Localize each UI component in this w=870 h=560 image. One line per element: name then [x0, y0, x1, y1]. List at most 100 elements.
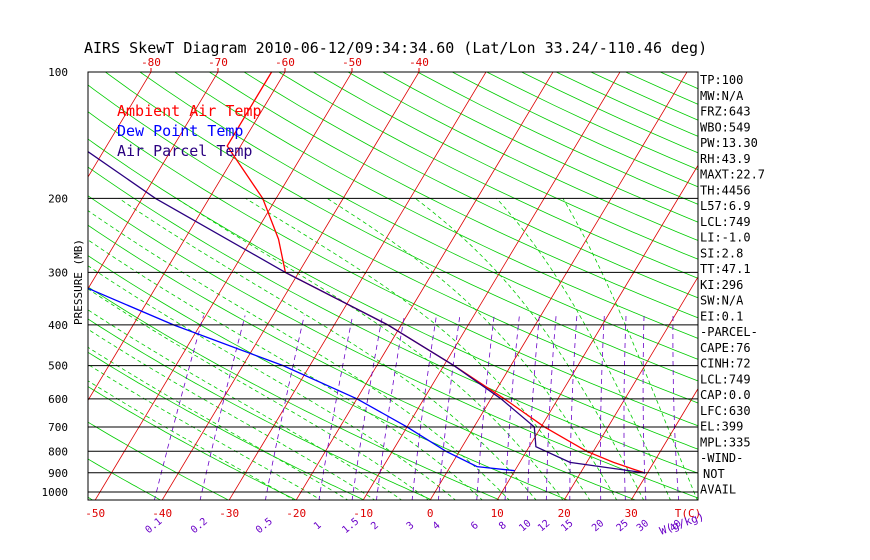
dry-adiabat-line	[173, 72, 698, 339]
moist-adiabat-line	[88, 328, 376, 500]
moist-adiabat-line	[88, 363, 322, 500]
dry-adiabat-line	[88, 224, 637, 500]
mixing-ratio-tick-label: 1	[312, 520, 324, 532]
dry-adiabat-line	[88, 166, 698, 474]
moist-adiabat-line	[415, 198, 645, 500]
isotherm-line	[295, 72, 554, 500]
pressure-tick-label: 900	[48, 467, 68, 480]
sounding-index: SI:2.8	[700, 246, 743, 260]
pressure-tick-label: 600	[48, 393, 68, 406]
mixing-ratio-line	[351, 315, 383, 500]
bottom-temp-tick-label: -40	[152, 507, 172, 520]
sounding-index: MW:N/A	[700, 89, 744, 103]
mixing-ratio-line	[569, 315, 578, 500]
bottom-temp-tick-label: 0	[427, 507, 434, 520]
sounding-index: TT:47.1	[700, 262, 751, 276]
bottom-temp-tick-label: -50	[85, 507, 105, 520]
moist-adiabat-line	[496, 198, 671, 500]
dry-adiabat-line	[88, 138, 698, 450]
dry-adiabat-line	[88, 111, 698, 427]
isotherm-line	[161, 72, 420, 500]
bottom-temp-unit: T(C)	[675, 507, 702, 520]
isotherm-line	[765, 53, 870, 501]
mixing-ratio-line	[438, 315, 461, 500]
mixing-ratio-tick-label: 0.5	[254, 516, 275, 536]
isotherm-line	[362, 72, 621, 500]
isotherm-line	[496, 164, 698, 500]
top-temp-tick-label: -40	[409, 56, 429, 69]
mixing-ratio-line	[600, 315, 605, 500]
y-axis-label: PRESSURE (MB)	[72, 239, 85, 325]
sounding-index: TH:4456	[700, 183, 751, 197]
mixing-ratio-line	[527, 315, 540, 500]
sounding-index: LFC:630	[700, 404, 751, 418]
sounding-index: FRZ:643	[700, 105, 751, 119]
moist-adiabat-line	[88, 380, 295, 500]
sounding-index: CINH:72	[700, 357, 751, 371]
dry-adiabat-line	[0, 53, 26, 501]
isotherm-line	[832, 53, 870, 501]
moist-adiabat-line	[118, 198, 537, 500]
mixing-ratio-tick-label: 8	[497, 520, 509, 532]
mixing-ratio-line	[504, 315, 520, 500]
mixing-ratio-line	[411, 315, 437, 500]
sounding-index: L57:6.9	[700, 199, 751, 213]
sounding-index: WBO:549	[700, 120, 751, 134]
sounding-index: PW:13.30	[700, 136, 758, 150]
sounding-index: LCL:749	[700, 215, 751, 229]
pressure-tick-label: 700	[48, 421, 68, 434]
mixing-ratio-line	[376, 315, 405, 500]
pressure-tick-label: 100	[48, 66, 68, 79]
legend-entry: Ambient Air Temp	[117, 102, 262, 120]
mixing-ratio-line	[476, 315, 495, 500]
moist-adiabat-line	[88, 288, 430, 500]
mixing-ratio-tick-label: 0.2	[189, 516, 210, 536]
plot-area	[0, 53, 870, 501]
pressure-tick-label: 200	[48, 192, 68, 205]
sounding-index: RH:43.9	[700, 152, 751, 166]
dry-adiabat-line	[88, 421, 230, 500]
isotherm-line	[94, 72, 353, 500]
moist-adiabat-line	[326, 198, 618, 500]
isotherm-line	[429, 72, 688, 500]
isotherm-line	[630, 387, 698, 500]
bottom-temp-tick-label: -10	[353, 507, 373, 520]
isotherm-line	[228, 72, 487, 500]
sounding-index: LCL:749	[700, 372, 751, 386]
dry-adiabat-line	[104, 72, 698, 382]
plot-frame	[87, 71, 699, 501]
mixing-ratio-tick-label: 3	[405, 520, 417, 532]
plot-border	[87, 71, 699, 501]
mixing-ratio-line	[672, 315, 680, 500]
top-temp-tick-label: -80	[141, 56, 161, 69]
mixing-ratio-tick-label: 10	[517, 518, 533, 534]
sounding-index: EI:0.1	[700, 309, 743, 323]
mixing-ratio-tick-label: 2	[369, 520, 381, 532]
mixing-ratio-line	[154, 315, 204, 500]
moist-adiabat-line	[88, 346, 349, 500]
legend-entry: Air Parcel Temp	[117, 142, 252, 160]
sounding-index: MPL:335	[700, 435, 751, 449]
dry-adiabat-line	[139, 72, 698, 360]
legend: Ambient Air Temp Dew Point Temp Air Parcel…	[117, 102, 262, 160]
bottom-temp-tick-label: -20	[286, 507, 306, 520]
dry-adiabat-line	[278, 72, 698, 279]
mixing-ratio-tick-label: 4	[431, 520, 443, 532]
mixing-ratio-tick-label: 30	[635, 518, 651, 534]
isotherm-line	[88, 72, 152, 178]
sounding-index: TP:100	[700, 73, 743, 87]
moist-adiabat-line	[176, 198, 564, 500]
dry-adiabat-line	[88, 286, 501, 500]
pressure-tick-label: 400	[48, 319, 68, 332]
moist-adiabat-line	[245, 198, 591, 500]
dry-adiabat-line	[88, 84, 698, 404]
mixing-ratio-line	[623, 315, 627, 500]
dry-adiabat-line	[88, 351, 365, 500]
bottom-temp-tick-label: 30	[625, 507, 638, 520]
mixing-ratio-tick-label: 6	[469, 520, 481, 532]
sounding-index: -PARCEL-	[700, 325, 758, 339]
dry-adiabat-line	[347, 72, 698, 241]
isotherm-line	[88, 72, 286, 402]
